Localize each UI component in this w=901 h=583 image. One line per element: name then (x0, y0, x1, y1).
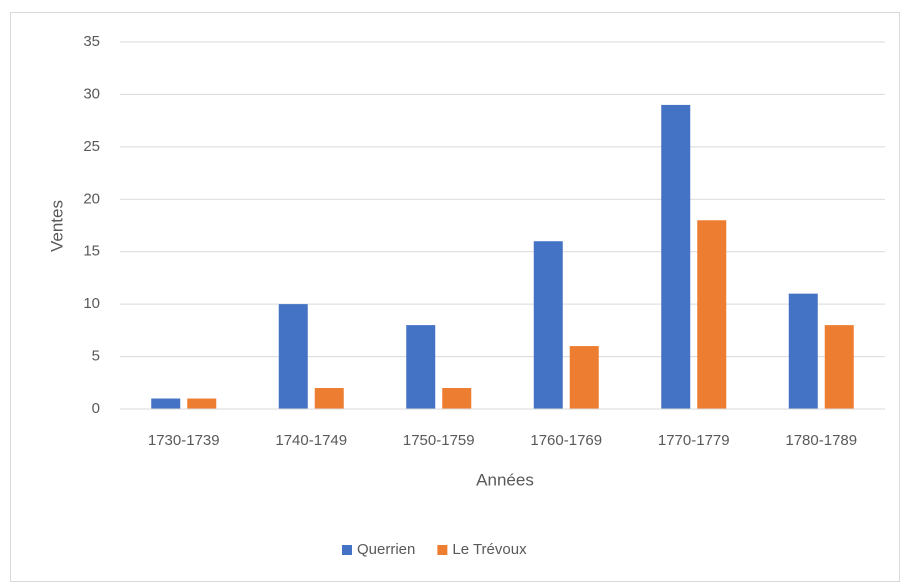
y-tick-label: 25 (83, 138, 100, 155)
bar (824, 325, 854, 409)
y-tick-label: 10 (83, 295, 100, 312)
x-tick-label: 1750-1759 (403, 432, 475, 449)
y-tick-label: 30 (83, 85, 100, 102)
bar (697, 220, 727, 409)
x-tick-label: 1780-1789 (785, 432, 857, 449)
y-tick-label: 0 (92, 400, 100, 417)
x-tick-label: 1730-1739 (148, 432, 220, 449)
bar (788, 293, 818, 409)
y-axis-title: Ventes (47, 200, 66, 252)
bar (187, 398, 217, 409)
x-tick-label: 1740-1749 (275, 432, 347, 449)
bar (569, 346, 599, 409)
y-tick-label: 35 (83, 33, 100, 50)
bar (442, 388, 472, 409)
bar (151, 398, 181, 409)
legend-label: Querrien (357, 541, 415, 558)
bar (661, 104, 691, 410)
y-tick-label: 20 (83, 190, 100, 207)
legend-swatch (342, 545, 352, 555)
x-tick-label: 1770-1779 (658, 432, 730, 449)
bar (278, 304, 308, 409)
y-tick-label: 15 (83, 243, 100, 260)
bar (406, 325, 436, 409)
x-axis-title: Années (476, 470, 534, 489)
y-tick-label: 5 (92, 348, 100, 365)
bar (533, 241, 563, 409)
legend-label: Le Trévoux (452, 541, 527, 558)
legend-swatch (437, 545, 448, 555)
chart-border (10, 12, 900, 582)
bar (314, 388, 344, 409)
x-tick-label: 1760-1769 (530, 432, 602, 449)
